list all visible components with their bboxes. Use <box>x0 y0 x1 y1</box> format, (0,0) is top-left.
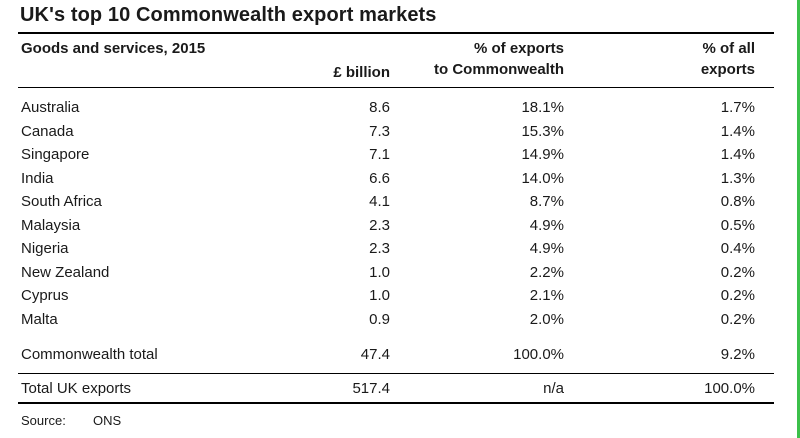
export-value: 8.6 <box>369 99 390 116</box>
export-value: 2.3 <box>369 216 390 234</box>
export-value: 1.0 <box>369 263 390 281</box>
column-header-pct-commonwealth-line2: to Commonwealth <box>434 61 564 78</box>
column-header-pct-all-line1: % of all <box>702 40 755 57</box>
country-name: Singapore <box>21 146 90 163</box>
table-row: South Africa 4.1 8.7% 0.8% <box>18 190 774 213</box>
pct-of-all: 0.5% <box>720 216 755 234</box>
table-row: Singapore 7.1 14.9% 1.4% <box>18 143 774 166</box>
uk-total-pct-commonwealth: n/a <box>543 380 564 397</box>
uk-total-pct-all: 100.0% <box>704 380 755 397</box>
total-rule <box>18 373 774 374</box>
pct-of-commonwealth: 2.1% <box>529 287 564 304</box>
country-name: Malta <box>21 310 58 328</box>
pct-of-all: 1.7% <box>720 99 755 116</box>
uk-total-label: Total UK exports <box>21 380 132 397</box>
table-row: Cyprus 1.0 2.1% 0.2% <box>18 284 774 307</box>
pct-of-all: 1.4% <box>720 122 755 140</box>
pct-of-commonwealth: 4.9% <box>529 240 564 257</box>
pct-of-all: 1.3% <box>720 169 755 187</box>
pct-of-commonwealth: 2.2% <box>529 263 564 281</box>
column-header-pct-all: % of all exports <box>701 38 755 80</box>
commonwealth-total-pct-commonwealth: 100.0% <box>513 346 564 363</box>
column-header-value: £ billion <box>333 64 390 81</box>
uk-total-row: Total UK exports 517.4 n/a 100.0% <box>18 377 774 400</box>
column-header-pct-commonwealth: % of exports to Commonwealth <box>434 38 564 80</box>
table-row: Nigeria 2.3 4.9% 0.4% <box>18 237 774 260</box>
pct-of-all: 1.4% <box>720 146 755 163</box>
table-row: New Zealand 1.0 2.2% 0.2% <box>18 261 774 284</box>
pct-of-commonwealth: 8.7% <box>529 193 564 210</box>
commonwealth-total-value: 47.4 <box>360 346 390 363</box>
table-subtitle: Goods and services, 2015 <box>21 40 206 57</box>
table-row: Australia 8.6 18.1% 1.7% <box>18 96 774 119</box>
source-label: Source: <box>21 413 66 428</box>
pct-of-all: 0.2% <box>720 310 755 328</box>
commonwealth-total-row: Commonwealth total 47.4 100.0% 9.2% <box>18 343 774 366</box>
export-value: 1.0 <box>369 287 390 304</box>
pct-of-commonwealth: 4.9% <box>529 216 564 234</box>
page-edge-accent <box>797 0 800 438</box>
export-value: 4.1 <box>369 193 390 210</box>
table-row: Canada 7.3 15.3% 1.4% <box>18 120 774 143</box>
country-name: Malaysia <box>21 216 81 234</box>
country-name: South Africa <box>21 193 102 210</box>
pct-of-commonwealth: 2.0% <box>529 310 564 328</box>
country-name: Canada <box>21 122 74 140</box>
pct-of-commonwealth: 14.0% <box>521 169 564 187</box>
country-name: Cyprus <box>21 287 69 304</box>
pct-of-all: 0.2% <box>720 263 755 281</box>
country-name: India <box>21 169 54 187</box>
table-row: India 6.6 14.0% 1.3% <box>18 167 774 190</box>
column-header-pct-commonwealth-line1: % of exports <box>473 40 564 57</box>
export-markets-table: UK's top 10 Commonwealth export markets … <box>18 0 774 438</box>
commonwealth-total-label: Commonwealth total <box>21 346 158 363</box>
title-rule <box>18 32 774 34</box>
pct-of-all: 0.8% <box>720 193 755 210</box>
export-value: 6.6 <box>369 169 390 187</box>
export-value: 7.3 <box>369 122 390 140</box>
table-title: UK's top 10 Commonwealth export markets <box>20 4 437 26</box>
source-note: Source: ONS <box>21 413 121 428</box>
country-name: Australia <box>21 99 80 116</box>
country-name: New Zealand <box>21 263 110 281</box>
column-header-pct-all-line2: exports <box>700 61 755 78</box>
header-rule <box>18 87 774 88</box>
pct-of-all: 0.4% <box>720 240 755 257</box>
country-name: Nigeria <box>21 240 69 257</box>
table-row: Malaysia 2.3 4.9% 0.5% <box>18 214 774 237</box>
export-value: 0.9 <box>369 310 390 328</box>
export-value: 7.1 <box>369 146 390 163</box>
export-value: 2.3 <box>369 240 390 257</box>
pct-of-commonwealth: 15.3% <box>521 122 564 140</box>
commonwealth-total-pct-all: 9.2% <box>720 346 755 363</box>
table-row: Malta 0.9 2.0% 0.2% <box>18 308 774 331</box>
source-value: ONS <box>93 413 122 428</box>
bottom-rule <box>18 402 774 404</box>
pct-of-commonwealth: 18.1% <box>521 99 564 116</box>
pct-of-all: 0.2% <box>720 287 755 304</box>
uk-total-value: 517.4 <box>352 380 390 397</box>
pct-of-commonwealth: 14.9% <box>521 146 564 163</box>
